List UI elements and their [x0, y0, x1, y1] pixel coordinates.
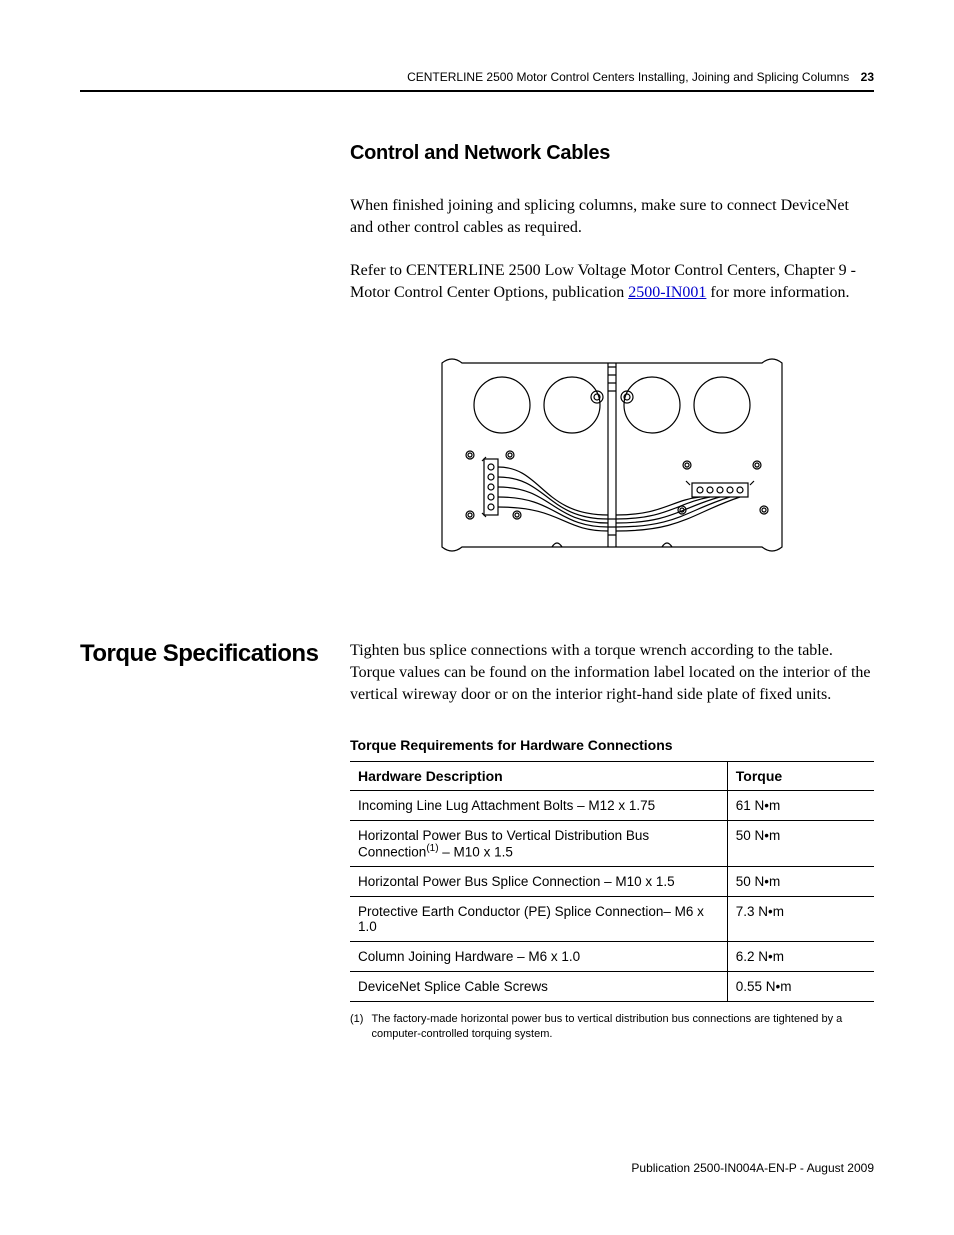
page: CENTERLINE 2500 Motor Control Centers In… [0, 0, 954, 1235]
cell-torque: 7.3 N•m [727, 897, 874, 942]
cell-desc: Column Joining Hardware – M6 x 1.0 [350, 942, 727, 972]
left-gutter-2: Torque Specifications [80, 640, 330, 1041]
table-row: Protective Earth Conductor (PE) Splice C… [350, 897, 874, 942]
cell-torque: 50 N•m [727, 820, 874, 867]
table-row: Horizontal Power Bus to Vertical Distrib… [350, 820, 874, 867]
wiring-diagram [350, 335, 874, 580]
torque-table: Hardware Description Torque Incoming Lin… [350, 761, 874, 1003]
section-control-cables: Control and Network Cables When finished… [80, 142, 874, 600]
publication-link[interactable]: 2500-IN001 [628, 284, 706, 301]
cell-torque: 0.55 N•m [727, 972, 874, 1002]
footnote-text: The factory-made horizontal power bus to… [371, 1012, 874, 1041]
right-content-2: Tighten bus splice connections with a to… [350, 640, 874, 1041]
publication-footer: Publication 2500-IN004A-EN-P - August 20… [631, 1161, 874, 1175]
cell-desc: Incoming Line Lug Attachment Bolts – M12… [350, 790, 727, 820]
table-title: Torque Requirements for Hardware Connect… [350, 737, 874, 753]
running-header: CENTERLINE 2500 Motor Control Centers In… [80, 70, 874, 92]
col-torque: Torque [727, 761, 874, 790]
cell-desc: Protective Earth Conductor (PE) Splice C… [350, 897, 727, 942]
table-row: Horizontal Power Bus Splice Connection –… [350, 867, 874, 897]
footnote-mark: (1) [350, 1012, 363, 1041]
cell-desc: DeviceNet Splice Cable Screws [350, 972, 727, 1002]
cell-desc: Horizontal Power Bus to Vertical Distrib… [350, 820, 727, 867]
section2-heading: Torque Specifications [80, 640, 330, 668]
section2-intro: Tighten bus splice connections with a to… [350, 640, 874, 707]
cell-desc: Horizontal Power Bus Splice Connection –… [350, 867, 727, 897]
col-hardware: Hardware Description [350, 761, 727, 790]
table-row: Column Joining Hardware – M6 x 1.0 6.2 N… [350, 942, 874, 972]
running-header-text: CENTERLINE 2500 Motor Control Centers In… [407, 70, 849, 84]
section1-p2: Refer to CENTERLINE 2500 Low Voltage Mot… [350, 260, 874, 305]
section1-title: Control and Network Cables [350, 142, 874, 165]
section-torque: Torque Specifications Tighten bus splice… [80, 640, 874, 1041]
table-row: DeviceNet Splice Cable Screws 0.55 N•m [350, 972, 874, 1002]
cell-torque: 61 N•m [727, 790, 874, 820]
cell-torque: 6.2 N•m [727, 942, 874, 972]
section1-p1: When finished joining and splicing colum… [350, 195, 874, 240]
left-gutter-1 [80, 142, 330, 600]
diagram-svg [422, 335, 802, 575]
page-number: 23 [861, 70, 874, 84]
cell-torque: 50 N•m [727, 867, 874, 897]
footnote-ref: (1) [426, 843, 438, 854]
table-footnote: (1) The factory-made horizontal power bu… [350, 1012, 874, 1041]
right-content-1: Control and Network Cables When finished… [350, 142, 874, 600]
table-row: Incoming Line Lug Attachment Bolts – M12… [350, 790, 874, 820]
section1-p2b: for more information. [706, 284, 849, 301]
table-header-row: Hardware Description Torque [350, 761, 874, 790]
